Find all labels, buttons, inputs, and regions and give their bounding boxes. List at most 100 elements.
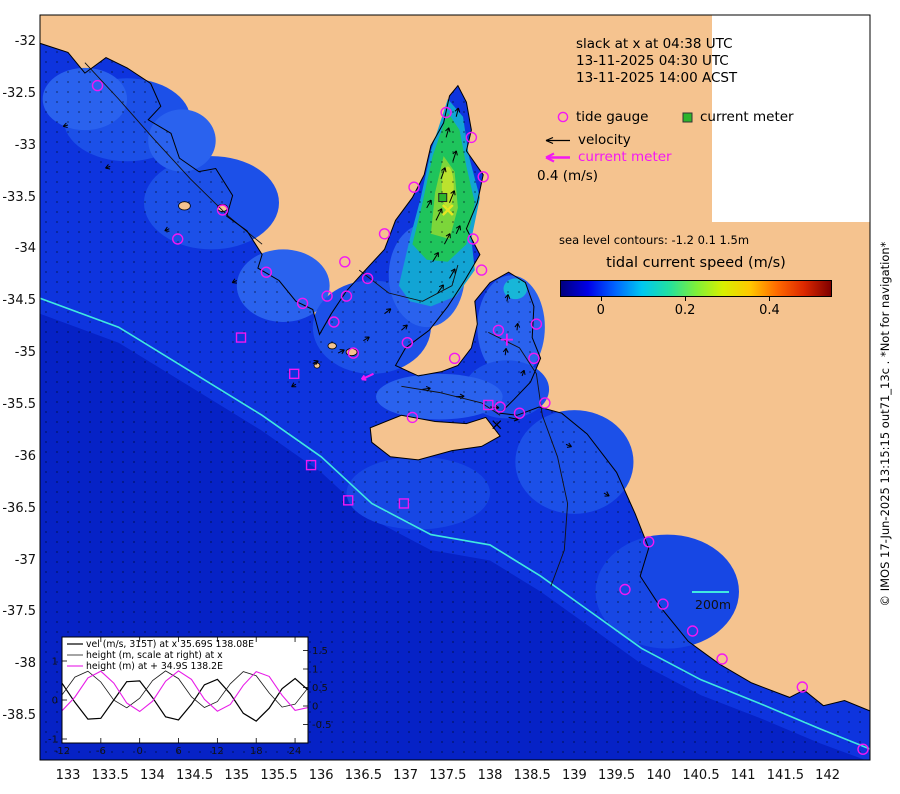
velocity-arrow xyxy=(422,386,431,392)
current-meter-arrow-icon xyxy=(545,152,570,162)
current-meter-icon xyxy=(682,112,693,122)
lat-tick-label: -36 xyxy=(14,448,36,464)
velocity-arrow xyxy=(426,199,432,209)
inset-x-tick-label: -12 xyxy=(54,746,70,757)
inset-series-line xyxy=(62,670,308,713)
tide-gauge-marker xyxy=(408,181,420,193)
coastline xyxy=(40,42,870,712)
inset-x-tick-label: -6 xyxy=(96,746,106,757)
lat-tick-label: -33 xyxy=(14,137,36,153)
legend-velocity: velocity xyxy=(542,132,631,148)
lon-tick-label: 141 xyxy=(730,768,756,783)
island xyxy=(313,362,321,369)
velocity-arrow xyxy=(432,252,439,263)
lat-tick-label: -38 xyxy=(14,656,36,672)
velocity-arrow xyxy=(440,167,447,180)
velocity-arrow xyxy=(449,190,456,203)
lat-tick-label: -34 xyxy=(14,241,36,257)
time-annotation-block: slack at x at 04:38 UTC 13-11-2025 04:30… xyxy=(576,36,737,87)
current-meter-square xyxy=(343,495,354,506)
lat-tick-label: -35 xyxy=(14,345,36,361)
velocity-arrow xyxy=(520,369,526,377)
tide-gauge-marker xyxy=(216,204,229,216)
inset-left-tick-label: 0 xyxy=(52,696,58,707)
legend-current-meter-vector: current meter xyxy=(542,149,672,165)
inset-right-tick-label: 0.5 xyxy=(312,683,328,694)
tide-gauge-label: tide gauge xyxy=(576,109,649,125)
inset-ticks: -12 -6 0 6 12 18 24 1 0 -1 1.5 1 0.5 0 -0.5 xyxy=(48,637,332,757)
inset-series-line xyxy=(62,670,308,709)
colorbar-tick-label: 0.2 xyxy=(674,303,696,318)
inset-x-tick-label: 18 xyxy=(250,746,263,757)
lon-tick-label: 140.5 xyxy=(682,768,720,783)
lat-tick-label: -37 xyxy=(14,552,36,568)
current-meter-square xyxy=(398,498,410,509)
velocity-arrow xyxy=(401,324,408,331)
lon-tick-label: 139.5 xyxy=(597,768,636,783)
tide-gauge-marker xyxy=(340,290,353,302)
lon-tick-label: 134 xyxy=(139,768,165,783)
velocity-arrow xyxy=(105,164,111,170)
inset-x-tick-label: 24 xyxy=(289,746,302,757)
colorbar-tick-mark xyxy=(685,297,687,301)
lon-tick-label: 135 xyxy=(224,768,250,783)
legend-current-meter: current meter xyxy=(681,109,794,125)
velocity-arrow xyxy=(452,150,458,162)
lon-tick-label: 141.5 xyxy=(766,768,804,783)
tide-gauge-markers xyxy=(91,79,869,755)
lat-tick-label: -38.5 xyxy=(2,708,36,724)
inset-legend-label: height (m) at + 34.9S 138.2E xyxy=(86,661,223,672)
velocity-arrow xyxy=(337,349,345,355)
lon-tick-label: 138.5 xyxy=(513,768,551,783)
tide-gauge-marker xyxy=(475,264,488,276)
velocity-arrow xyxy=(449,268,456,279)
colorbar-tick-mark xyxy=(600,297,602,301)
lat-tick-label: -35.5 xyxy=(2,396,36,412)
tide-gauge-marker xyxy=(492,324,505,336)
tide-gauge-marker xyxy=(716,653,728,665)
velocity-arrow xyxy=(454,107,461,117)
velocity-scale-label: 0.4 (m/s) xyxy=(537,168,599,184)
kangaroo-island xyxy=(369,414,501,461)
inset-right-tick-label: 1 xyxy=(312,665,318,676)
tide-gauge-marker xyxy=(440,106,452,119)
current-meter-square xyxy=(235,332,247,343)
tide-gauge-marker xyxy=(378,228,391,240)
tide-gauge-marker xyxy=(260,266,272,278)
tide-gauge-marker xyxy=(494,401,506,413)
inset-series xyxy=(62,670,308,722)
special-markers xyxy=(441,204,513,430)
sea-level-contour xyxy=(358,264,459,302)
inset-timeseries-chart: -12 -6 0 6 12 18 24 1 0 -1 1.5 1 0.5 0 -0.5 vel (m/s, … xyxy=(48,636,332,757)
inset-x-tick-label: 6 xyxy=(175,746,181,757)
velocity-arrow xyxy=(231,278,238,284)
current-meter-vector-label: current meter xyxy=(578,149,672,165)
island xyxy=(327,342,337,350)
inset-legend-label: height (m, scale at right) at x xyxy=(86,650,223,661)
inset-frame xyxy=(61,636,309,744)
velocity-arrow xyxy=(437,284,444,294)
tide-gauge-marker xyxy=(539,397,551,409)
inset-series-line xyxy=(62,677,308,722)
station-x-marker xyxy=(492,420,502,430)
inset-left-tick-label: -1 xyxy=(48,735,58,746)
lon-tick-label: 137 xyxy=(393,768,418,783)
velocity-arrow xyxy=(62,122,69,129)
copyright-text: © IMOS 17-Jun-2025 13:15:15 out71_13c . … xyxy=(878,241,892,607)
velocity-arrow xyxy=(312,359,319,366)
colorbar-ticks: 0 0.2 0.4 xyxy=(560,297,832,319)
tide-gauge-marker xyxy=(361,272,374,285)
utc-time-line: 13-11-2025 04:30 UTC xyxy=(576,53,729,69)
tide-gauge-marker xyxy=(296,297,309,309)
island xyxy=(178,201,191,211)
tide-gauge-marker xyxy=(91,79,104,92)
velocity-arrow xyxy=(565,442,572,448)
tide-gauge-marker xyxy=(528,352,540,364)
velocity-label: velocity xyxy=(578,132,631,148)
axes-frame xyxy=(39,14,871,761)
current-meter-green-square xyxy=(438,193,448,203)
lon-tick-label: 138 xyxy=(477,768,503,783)
lat-tick-label: -34.5 xyxy=(2,293,36,309)
inset-right-tick-label: 1.5 xyxy=(312,646,328,657)
